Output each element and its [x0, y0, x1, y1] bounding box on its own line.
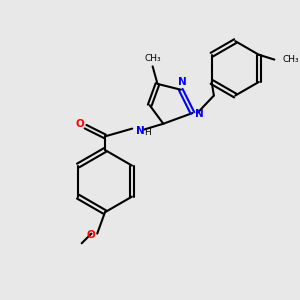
Text: CH₃: CH₃ — [144, 54, 161, 63]
Text: N: N — [178, 77, 187, 87]
Text: O: O — [86, 230, 95, 240]
Text: H: H — [144, 128, 151, 137]
Text: O: O — [75, 119, 84, 129]
Text: CH₃: CH₃ — [282, 55, 299, 64]
Text: N: N — [195, 109, 204, 119]
Text: N: N — [136, 126, 144, 136]
